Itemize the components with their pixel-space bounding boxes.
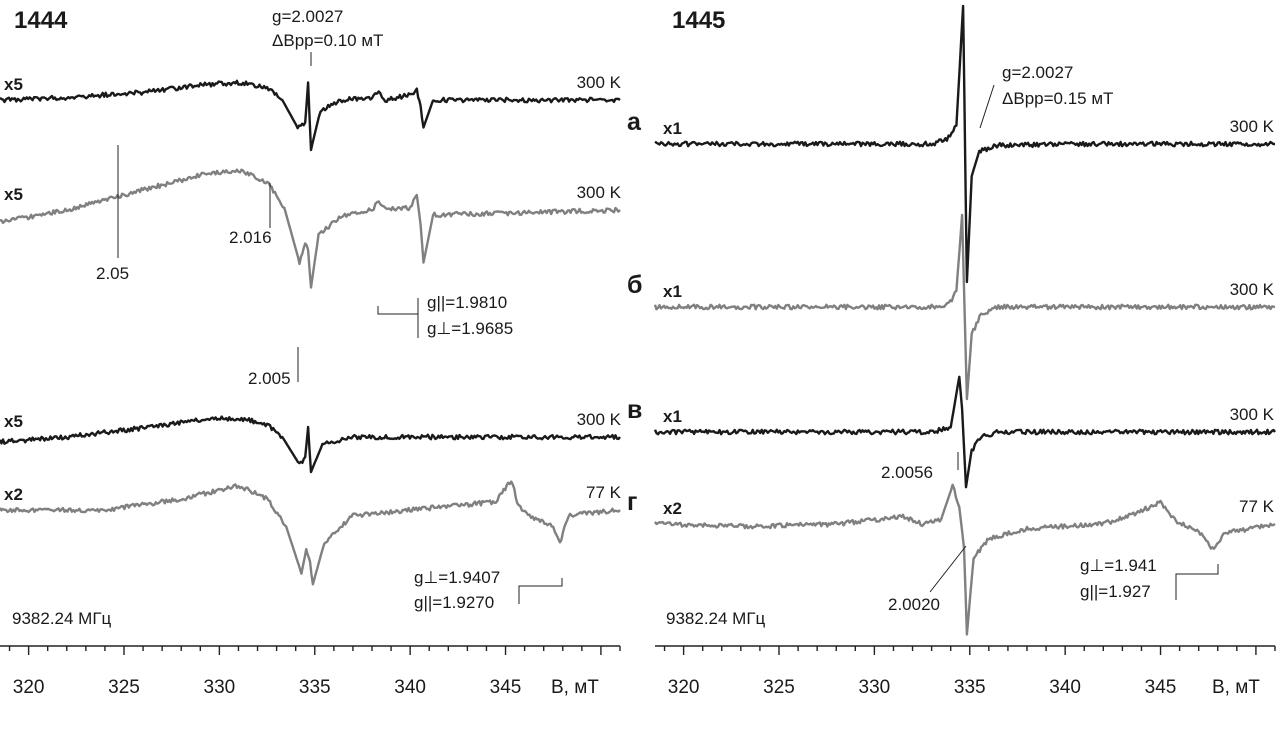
annotation-g-parallel: g||=1.9810 [427, 293, 507, 312]
trace-gain-label: x5 [4, 75, 23, 94]
trace-letter-label: б [627, 271, 642, 299]
spectrum-trace [654, 483, 1276, 636]
annotation-g-value: g=2.0027 [272, 7, 343, 26]
x-tick-label: 320 [13, 677, 45, 698]
x-tick-label: 340 [394, 677, 426, 698]
annotation-g-value: g=2.0027 [1002, 63, 1073, 82]
trace-gain-label: x2 [4, 485, 23, 504]
annotation-g-perp: g⊥=1.941 [1080, 556, 1157, 575]
trace-gain-label: x5 [4, 412, 23, 431]
trace-labels: x1 300 K а x1 300 K б x1 300 K в x2 77 K г [627, 108, 1275, 518]
trace-gain-label: x1 [663, 407, 682, 426]
spectrum-trace [653, 375, 1276, 489]
annotations: g=2.0027 ΔBpp=0.10 мТ 2.05 2.016 2.005 g… [96, 7, 563, 612]
annotation-leader [979, 84, 995, 129]
trace-temperature-label: 300 K [1230, 405, 1275, 424]
trace-temperature-label: 300 K [577, 73, 622, 92]
x-tick-label: 345 [490, 677, 522, 698]
annotation-g-value: 2.016 [229, 228, 272, 247]
x-axis-title: B, мТ [1212, 677, 1260, 698]
spectrum-trace [0, 415, 621, 474]
panel-1445: 1445 x1 300 K а x1 300 K б x1 300 K в x2 77 K г g=2… [627, 4, 1276, 698]
frequency-label: 9382.24 МГц [666, 609, 766, 628]
annotation-g-parallel: g||=1.927 [1080, 582, 1151, 601]
annotation-g-value: 2.05 [96, 264, 129, 283]
trace-temperature-label: 300 K [577, 410, 622, 429]
annotation-leader [929, 545, 967, 593]
annotation-bracket [377, 306, 418, 315]
spectrum-trace [0, 480, 621, 586]
trace-temperature-label: 300 K [1230, 117, 1275, 136]
trace-letter-label: г [627, 488, 637, 516]
x-tick-label: 330 [859, 677, 891, 698]
spectrum-trace [654, 4, 1276, 284]
trace-temperature-label: 300 K [577, 183, 622, 202]
panel-id: 1445 [672, 7, 725, 34]
trace-gain-label: x5 [4, 185, 23, 204]
spectrum-trace [0, 79, 621, 152]
spectrum-trace [653, 213, 1276, 401]
annotation-linewidth: ΔBpp=0.15 мТ [1002, 89, 1113, 108]
trace-gain-label: x1 [663, 119, 682, 138]
x-tick-label: 330 [204, 677, 236, 698]
x-tick-label: 345 [1145, 677, 1177, 698]
trace-temperature-label: 300 K [1230, 280, 1275, 299]
traces [0, 79, 621, 586]
annotation-g-value: 2.005 [248, 369, 291, 388]
panel-1444: 1444 x5 300 K x5 300 K x5 300 K x2 77 K g=2.002… [0, 7, 622, 698]
x-axis: 320 325 330 335 340 345 [0, 645, 621, 698]
x-tick-label: 325 [108, 677, 140, 698]
trace-letter-label: в [627, 396, 642, 424]
annotation-g-perp: g⊥=1.9407 [414, 568, 500, 587]
annotation-g-parallel: g||=1.9270 [414, 593, 494, 612]
panel-id: 1444 [14, 7, 68, 34]
x-tick-label: 320 [668, 677, 700, 698]
traces [653, 4, 1276, 636]
annotation-linewidth: ΔBpp=0.10 мТ [272, 31, 383, 50]
annotations: g=2.0027 ΔBpp=0.15 мТ 2.0056 2.0020 g⊥=1… [881, 63, 1219, 614]
trace-temperature-label: 77 K [1239, 497, 1275, 516]
x-tick-label: 335 [954, 677, 986, 698]
frequency-label: 9382.24 МГц [12, 609, 112, 628]
x-axis: 320 325 330 335 340 345 [655, 645, 1276, 698]
x-tick-label: 325 [763, 677, 795, 698]
annotation-g-value: 2.0020 [888, 595, 940, 614]
annotation-g-value: 2.0056 [881, 463, 933, 482]
x-axis-title: B, мТ [551, 677, 599, 698]
trace-gain-label: x2 [663, 499, 682, 518]
trace-letter-label: а [627, 108, 642, 136]
annotation-bracket [518, 578, 563, 604]
trace-labels: x5 300 K x5 300 K x5 300 K x2 77 K [4, 73, 622, 504]
x-tick-label: 335 [299, 677, 331, 698]
annotation-bracket [1175, 564, 1219, 600]
trace-temperature-label: 77 K [586, 483, 622, 502]
annotation-g-perp: g⊥=1.9685 [427, 319, 513, 338]
trace-gain-label: x1 [663, 282, 682, 301]
spectrum-trace [0, 168, 621, 289]
x-tick-label: 340 [1049, 677, 1081, 698]
